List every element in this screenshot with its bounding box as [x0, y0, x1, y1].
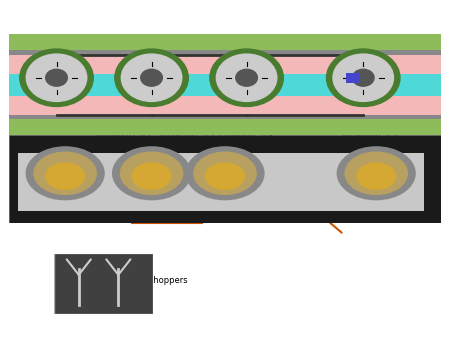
- Circle shape: [26, 54, 87, 101]
- Circle shape: [34, 152, 96, 194]
- Circle shape: [46, 163, 85, 189]
- Text: home-made mini-choppers: home-made mini-choppers: [74, 276, 188, 285]
- Circle shape: [327, 49, 400, 106]
- Circle shape: [122, 54, 182, 101]
- Text: Optical Diagnostics on Mock-up/SS Primary: Optical Diagnostics on Mock-up/SS Primar…: [30, 48, 431, 66]
- Circle shape: [333, 54, 393, 101]
- Circle shape: [46, 69, 68, 86]
- FancyBboxPatch shape: [9, 34, 441, 51]
- Circle shape: [186, 147, 264, 200]
- Circle shape: [357, 163, 396, 189]
- Circle shape: [216, 54, 277, 101]
- Text: Viewport #4: Viewport #4: [342, 132, 398, 141]
- FancyBboxPatch shape: [54, 254, 153, 314]
- Text: Viewport #1: Viewport #1: [96, 132, 153, 141]
- Text: Viewport #2: Viewport #2: [159, 132, 215, 141]
- FancyBboxPatch shape: [9, 50, 441, 55]
- Circle shape: [20, 49, 93, 106]
- FancyBboxPatch shape: [9, 34, 441, 135]
- Circle shape: [121, 152, 183, 194]
- Circle shape: [141, 69, 162, 86]
- Circle shape: [26, 147, 104, 200]
- FancyBboxPatch shape: [9, 74, 441, 96]
- FancyBboxPatch shape: [9, 118, 441, 135]
- Circle shape: [194, 152, 256, 194]
- Circle shape: [210, 49, 284, 106]
- FancyBboxPatch shape: [18, 153, 424, 211]
- Circle shape: [236, 69, 257, 86]
- Circle shape: [206, 163, 244, 189]
- Text: identification on window exterior: identification on window exterior: [307, 104, 434, 113]
- Circle shape: [115, 49, 188, 106]
- FancyBboxPatch shape: [9, 115, 441, 119]
- Circle shape: [132, 163, 171, 189]
- Circle shape: [112, 147, 190, 200]
- Circle shape: [345, 152, 407, 194]
- Circle shape: [352, 69, 374, 86]
- Circle shape: [338, 147, 415, 200]
- Text: Viewport #3: Viewport #3: [217, 132, 273, 141]
- FancyBboxPatch shape: [9, 135, 441, 223]
- FancyBboxPatch shape: [346, 73, 359, 83]
- Text: Laser light: Laser light: [347, 208, 395, 217]
